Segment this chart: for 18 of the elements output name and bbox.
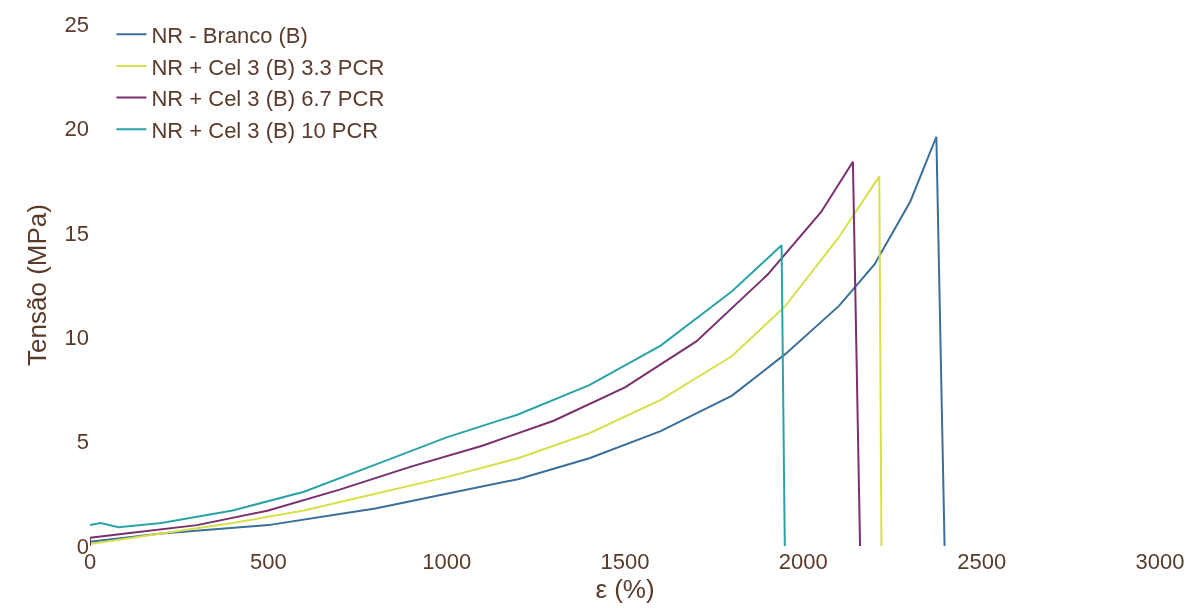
legend-label: NR + Cel 3 (B) 10 PCR [151,117,379,143]
x-tick-label: 3000 [1135,549,1185,574]
x-axis-title: ε (%) [595,574,655,604]
y-tick-label: 10 [64,324,89,350]
line-series [90,244,786,546]
y-tick-label: 20 [64,116,89,142]
y-tick-label: 5 [76,429,89,455]
y-tick-label: 25 [64,11,89,37]
x-tick-label: 2500 [957,549,1007,574]
legend-label: NR + Cel 3 (B) 3.3 PCR [151,54,385,80]
y-tick-label: 15 [64,220,89,246]
legend-label: NR - Branco (B) [151,22,308,48]
x-tick-label: 2000 [778,549,828,574]
x-tick-label: 500 [249,549,287,574]
x-tick-label: 1000 [422,549,472,574]
x-tick-label: 1500 [600,549,650,574]
legend-label: NR + Cel 3 (B) 6.7 PCR [151,86,385,112]
y-axis-title: Tensão (MPa) [21,204,52,366]
